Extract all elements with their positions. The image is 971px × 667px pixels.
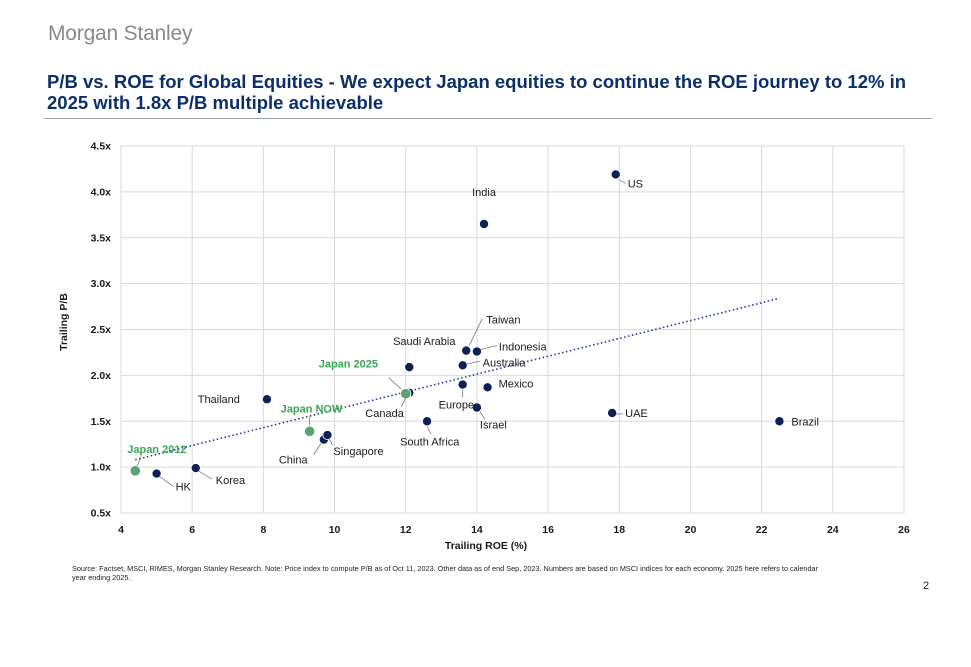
point-mexico (482, 382, 493, 393)
point-japan-2025 (400, 388, 412, 400)
point-taiwan (461, 345, 472, 356)
leader-line (466, 360, 480, 365)
label-india: India (472, 187, 497, 199)
leader-line (618, 179, 626, 184)
point-europe (457, 379, 468, 390)
point-australia (457, 360, 468, 371)
trendline (135, 297, 780, 461)
plot-border (120, 145, 905, 514)
label-us: US (628, 178, 643, 190)
leader-line (159, 476, 174, 487)
label-australia: Australia (483, 357, 527, 369)
x-axis-title: Trailing ROE (%) (445, 540, 527, 552)
point-brazil (774, 416, 785, 427)
label-japan-2025: Japan 2025 (319, 359, 378, 371)
brand-logo: Morgan Stanley (48, 22, 193, 45)
point-hk (151, 468, 162, 479)
leader-line (480, 345, 498, 350)
x-tick-label: 16 (542, 524, 554, 536)
x-tick-label: 4 (118, 524, 124, 536)
gridlines (120, 145, 905, 514)
x-tick-label: 6 (189, 524, 195, 536)
x-tick-label: 22 (756, 524, 768, 536)
y-tick-label: 3.5x (91, 232, 112, 244)
x-tick-label: 24 (827, 524, 839, 536)
label-israel: Israel (480, 419, 507, 431)
y-tick-label: 4.0x (91, 186, 112, 198)
y-tick-label: 1.0x (91, 462, 112, 474)
label-china: China (279, 455, 309, 467)
label-europe: Europe (439, 400, 474, 412)
point-india (479, 218, 490, 229)
leader-line (136, 456, 142, 466)
trendline-group (135, 297, 780, 461)
page-title: P/B vs. ROE for Global Equities - We exp… (47, 71, 907, 113)
y-tick-label: 3.0x (91, 278, 112, 290)
x-tick-label: 26 (898, 524, 910, 536)
label-singapore: Singapore (333, 446, 383, 458)
x-tick-label: 10 (329, 524, 341, 536)
point-japan-now (304, 425, 316, 437)
x-tick-label: 12 (400, 524, 412, 536)
y-tick-label: 4.5x (91, 141, 112, 153)
y-tick-label: 2.0x (91, 370, 112, 382)
label-japan-now: Japan NOW (281, 403, 343, 415)
leader-line (479, 411, 486, 420)
page-number: 2 (923, 580, 930, 592)
point-indonesia (471, 346, 482, 357)
leader-line (426, 426, 432, 435)
point-korea (190, 463, 201, 474)
label-taiwan: Taiwan (486, 315, 520, 327)
x-tick-label: 20 (685, 524, 697, 536)
y-tick-label: 1.5x (91, 416, 112, 428)
x-tick-label: 18 (613, 524, 625, 536)
label-uae: UAE (625, 408, 648, 420)
axes: 0.5x 1.0x 1.5x 2.0x 2.5x 3.0x 3.5x 4.0x 4.5x 4 6 8 1… (91, 141, 910, 537)
point-thailand (261, 394, 272, 405)
leader-line (468, 318, 483, 346)
leader-line (329, 438, 333, 446)
label-south-africa: South Africa (400, 436, 460, 448)
data-points (129, 169, 785, 479)
label-canada: Canada (365, 408, 404, 420)
label-korea: Korea (216, 475, 246, 487)
leader-line (400, 396, 407, 407)
x-tick-label: 8 (260, 524, 266, 536)
point-us (610, 169, 621, 180)
leader-line (388, 377, 401, 390)
title-divider (44, 118, 932, 119)
point-singapore (322, 430, 333, 441)
label-mexico: Mexico (499, 378, 534, 390)
label-indonesia: Indonesia (499, 342, 548, 354)
label-thailand: Thailand (198, 394, 240, 406)
label-saudi-arabia: Saudi Arabia (393, 336, 456, 348)
leader-line (198, 470, 212, 480)
point-south-africa (422, 416, 433, 427)
x-tick-label: 14 (471, 524, 483, 536)
y-axis-title: Trailing P/B (58, 293, 70, 351)
label-brazil: Brazil (791, 416, 819, 428)
y-tick-label: 0.5x (91, 508, 112, 520)
point-japan-2012 (129, 465, 141, 477)
source-note: Source: Factset, MSCI, RIMES, Morgan Sta… (72, 564, 819, 582)
y-tick-label: 2.5x (91, 324, 112, 336)
label-hk: HK (176, 482, 192, 494)
point-saudi-arabia (404, 362, 415, 373)
point-israel (471, 402, 482, 413)
label-japan-2012: Japan 2012 (127, 444, 186, 456)
data-labels: US India Taiwan Indonesia Saudi Arabia Austra… (127, 178, 819, 493)
point-uae (607, 407, 618, 418)
leader-line (313, 443, 322, 455)
